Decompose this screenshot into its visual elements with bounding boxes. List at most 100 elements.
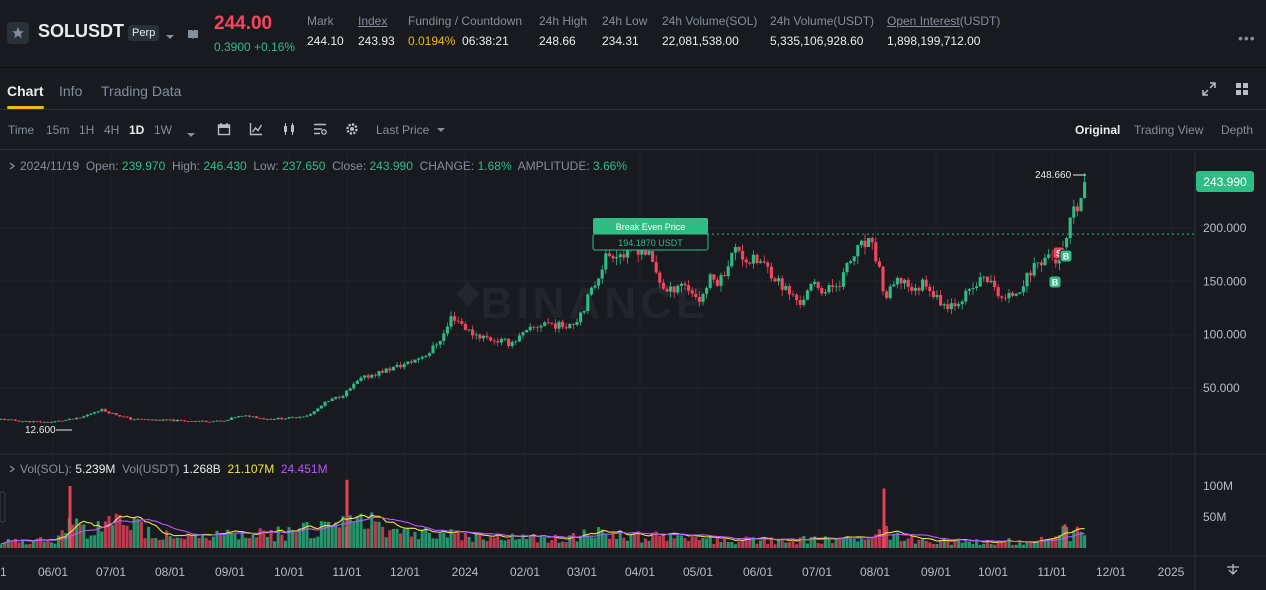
book-icon[interactable] — [187, 27, 199, 45]
candle — [427, 353, 431, 356]
volume-bar — [964, 541, 968, 548]
volume-legend-chevron-icon[interactable] — [8, 465, 16, 473]
volume-bar — [348, 515, 352, 548]
candle — [370, 374, 374, 378]
candle — [802, 299, 806, 305]
candle — [831, 285, 835, 287]
view-depth[interactable]: Depth — [1221, 123, 1254, 137]
candle — [485, 335, 489, 338]
candle — [431, 345, 435, 354]
volume-bar — [1068, 541, 1072, 548]
chart-area[interactable]: BINANCE Break Even Price 194.1870 USDT 243… — [0, 151, 1266, 590]
volume-bar — [438, 533, 442, 548]
axis-settings-icon[interactable] — [1227, 564, 1239, 575]
volume-bar — [882, 488, 886, 548]
interval-more-chevron-icon[interactable] — [186, 126, 196, 144]
tab-trading-data[interactable]: Trading Data — [101, 83, 182, 99]
candle — [546, 322, 550, 324]
candle — [373, 374, 377, 376]
candle — [622, 254, 626, 258]
volume-bar — [46, 540, 50, 548]
volume-bar — [723, 538, 727, 548]
settings-gear-icon[interactable] — [345, 122, 359, 141]
legend-chevron-icon[interactable] — [8, 162, 16, 170]
more-options-icon[interactable]: ••• — [1238, 30, 1256, 46]
chevron-down-icon[interactable] — [165, 28, 175, 46]
indicators-icon[interactable] — [249, 122, 263, 141]
volume-bar — [481, 539, 485, 548]
candle — [777, 278, 781, 282]
volume-bar — [654, 531, 658, 548]
favorite-star-icon[interactable] — [7, 22, 29, 44]
candle — [867, 238, 871, 248]
volume-bar — [345, 479, 349, 548]
interval-time[interactable]: Time — [8, 123, 35, 137]
interval-1h[interactable]: 1H — [79, 123, 95, 137]
price-type-chevron-icon[interactable] — [436, 126, 446, 134]
volume-bar — [859, 538, 863, 548]
calendar-icon[interactable] — [217, 122, 231, 141]
tab-info[interactable]: Info — [59, 83, 83, 99]
candle — [841, 272, 845, 287]
view-original[interactable]: Original — [1075, 123, 1121, 137]
volume-bar — [31, 541, 35, 548]
stat-index-label[interactable]: Index — [358, 14, 388, 28]
trade-marker[interactable] — [1059, 249, 1073, 263]
candle — [697, 296, 701, 302]
volume-bar — [921, 539, 925, 548]
template-icon[interactable] — [313, 122, 327, 141]
volume-bar — [355, 516, 359, 548]
volume-bar — [737, 541, 741, 548]
candle — [125, 416, 129, 418]
stat-low-value: 234.31 — [602, 34, 639, 48]
candle — [481, 335, 485, 339]
chart-toolbar: Time 15m 1H 4H 1D 1W Last Price Original… — [0, 110, 1266, 150]
stat-oi-label[interactable]: Open Interest(USDT) — [887, 14, 1000, 34]
candle — [467, 329, 471, 331]
candle — [661, 282, 665, 289]
trade-marker[interactable] — [1048, 275, 1062, 289]
volume-bar — [427, 532, 431, 548]
interval-1d[interactable]: 1D — [129, 123, 145, 137]
candle — [881, 266, 885, 292]
volume-bar — [874, 534, 878, 548]
volume-bar — [399, 533, 403, 548]
candlestick-chart[interactable]: BINANCE Break Even Price 194.1870 USDT 243… — [0, 151, 1266, 590]
volume-bar — [521, 534, 525, 548]
time-tick-label: 10/01 — [978, 565, 1008, 579]
panel-handle[interactable] — [0, 491, 6, 523]
volume-bar — [690, 536, 694, 548]
volume-bar — [417, 539, 421, 548]
stat-open-interest[interactable]: Open Interest(USDT) 1,898,199,712.00 — [887, 14, 1000, 48]
interval-4h[interactable]: 4H — [104, 123, 120, 137]
tab-chart[interactable]: Chart — [7, 83, 44, 109]
volume-bar — [679, 535, 683, 548]
stat-index[interactable]: Index 243.93 — [358, 14, 395, 48]
candle — [179, 419, 183, 421]
price-type-label[interactable]: Last Price — [376, 123, 430, 137]
time-tick-label: 04/01 — [625, 565, 655, 579]
candle — [823, 292, 827, 294]
candle — [21, 421, 25, 423]
volume-bar — [715, 536, 719, 548]
volume-bar — [755, 543, 759, 548]
candle — [1068, 217, 1072, 239]
symbol-name[interactable]: SOLUSDT — [38, 21, 125, 41]
stat-oi-label-text[interactable]: Open Interest — [887, 14, 960, 28]
view-trading-view[interactable]: Trading View — [1134, 123, 1204, 137]
candle — [694, 293, 698, 297]
layout-grid-icon[interactable] — [1235, 82, 1249, 101]
time-tick-label: 09/01 — [215, 565, 245, 579]
volume-bar — [1036, 541, 1040, 548]
candle — [737, 247, 741, 252]
expand-icon[interactable] — [1202, 82, 1216, 101]
volume-bar — [222, 535, 226, 548]
price-type-select[interactable]: Last Price — [376, 123, 446, 137]
legend-close: 243.990 — [369, 159, 413, 173]
interval-15m[interactable]: 15m — [46, 123, 70, 137]
volume-bar — [939, 540, 943, 548]
interval-1w[interactable]: 1W — [154, 123, 172, 137]
volume-bar — [1021, 544, 1025, 548]
candle-type-icon[interactable] — [282, 122, 296, 141]
candle — [445, 326, 449, 334]
